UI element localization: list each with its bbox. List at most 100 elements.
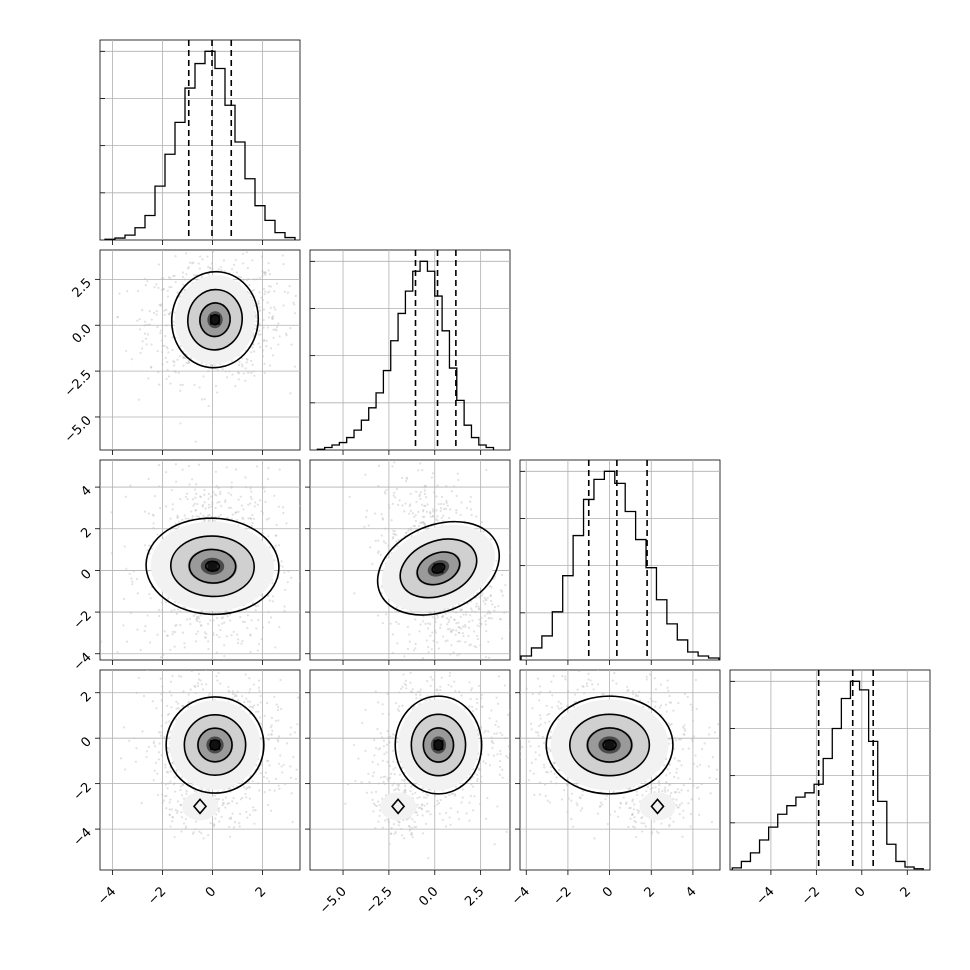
- scatter-point: [238, 825, 241, 828]
- scatter-point: [409, 790, 412, 793]
- scatter-point: [275, 325, 279, 328]
- scatter-point: [190, 670, 193, 673]
- scatter-point: [267, 738, 271, 741]
- scatter-point: [158, 303, 161, 306]
- scatter-point: [266, 738, 269, 741]
- scatter-point: [436, 515, 439, 518]
- scatter-point: [450, 490, 453, 493]
- scatter-point: [263, 272, 266, 275]
- scatter-point: [421, 515, 425, 518]
- scatter-point: [261, 298, 265, 302]
- scatter-point: [219, 513, 222, 516]
- scatter-point: [251, 601, 254, 604]
- scatter-point: [195, 820, 198, 823]
- scatter-point: [403, 510, 406, 513]
- scatter-point: [383, 782, 386, 786]
- scatter-point: [152, 522, 155, 525]
- scatter-point: [267, 269, 270, 272]
- scatter-point: [273, 747, 277, 750]
- scatter-point: [181, 518, 184, 521]
- scatter-point: [392, 768, 395, 771]
- scatter-point: [231, 692, 235, 695]
- scatter-point: [513, 677, 515, 679]
- scatter-point: [469, 795, 472, 798]
- scatter-point: [285, 522, 288, 525]
- scatter-point: [213, 364, 216, 367]
- scatter-point: [468, 819, 471, 822]
- scatter-point: [487, 609, 490, 613]
- scatter-point: [241, 365, 244, 368]
- scatter-point: [267, 611, 270, 614]
- scatter-point: [405, 818, 408, 821]
- scatter-point: [166, 347, 169, 350]
- scatter-point: [567, 797, 570, 800]
- scatter-point: [145, 750, 148, 753]
- scatter-point: [404, 785, 407, 788]
- scatter-point: [257, 643, 260, 646]
- scatter-point: [153, 494, 157, 498]
- scatter-point: [439, 685, 442, 688]
- scatter-point: [487, 617, 490, 620]
- scatter-point: [545, 704, 548, 707]
- scatter-point: [397, 622, 400, 626]
- scatter-point: [190, 664, 192, 666]
- scatter-point: [378, 814, 381, 818]
- scatter-point: [456, 654, 459, 657]
- scatter-point: [188, 483, 191, 486]
- scatter-point: [171, 674, 174, 678]
- scatter-point: [148, 323, 151, 326]
- scatter-point: [469, 643, 472, 646]
- scatter-point: [445, 499, 448, 502]
- scatter-point: [570, 799, 573, 802]
- scatter-point: [206, 255, 209, 258]
- panel-scatter-1-2: [305, 459, 515, 665]
- scatter-point: [388, 741, 391, 744]
- scatter-point: [245, 787, 248, 791]
- scatter-point: [478, 618, 481, 621]
- scatter-point: [289, 733, 292, 736]
- scatter-point: [609, 813, 612, 816]
- scatter-point: [143, 629, 146, 633]
- scatter-point: [267, 621, 271, 624]
- scatter-point: [159, 731, 162, 734]
- scatter-point: [233, 821, 237, 824]
- scatter-point: [392, 782, 395, 785]
- scatter-point: [230, 268, 234, 271]
- scatter-point: [513, 565, 515, 567]
- scatter-point: [353, 592, 356, 595]
- scatter-point: [245, 697, 248, 700]
- scatter-point: [273, 559, 276, 562]
- scatter-point: [251, 521, 254, 524]
- scatter-point: [286, 581, 289, 584]
- scatter-point: [237, 699, 240, 702]
- scatter-point: [289, 726, 292, 729]
- scatter-point: [250, 351, 253, 354]
- scatter-point: [205, 683, 208, 686]
- scatter-point: [184, 495, 188, 499]
- scatter-point: [622, 796, 625, 799]
- scatter-point: [255, 465, 259, 468]
- scatter-point: [267, 733, 270, 736]
- scatter-point: [182, 704, 185, 707]
- scatter-point: [427, 810, 430, 813]
- scatter-point: [194, 828, 197, 831]
- scatter-point: [122, 624, 125, 627]
- contour-line: [394, 695, 483, 795]
- scatter-point: [204, 636, 207, 639]
- scatter-point: [353, 743, 356, 747]
- scatter-point: [397, 538, 400, 541]
- scatter-point: [236, 690, 239, 693]
- scatter-point: [164, 783, 168, 786]
- scatter-point: [459, 615, 462, 618]
- scatter-point: [393, 832, 396, 835]
- scatter-point: [361, 721, 364, 725]
- scatter-point: [587, 672, 590, 676]
- scatter-point: [263, 490, 266, 493]
- scatter-point: [248, 786, 251, 789]
- scatter-point: [244, 792, 247, 796]
- scatter-point: [436, 689, 439, 692]
- scatter-point: [185, 492, 189, 495]
- scatter-point: [490, 659, 492, 660]
- scatter-point: [252, 806, 255, 809]
- scatter-point: [485, 630, 488, 633]
